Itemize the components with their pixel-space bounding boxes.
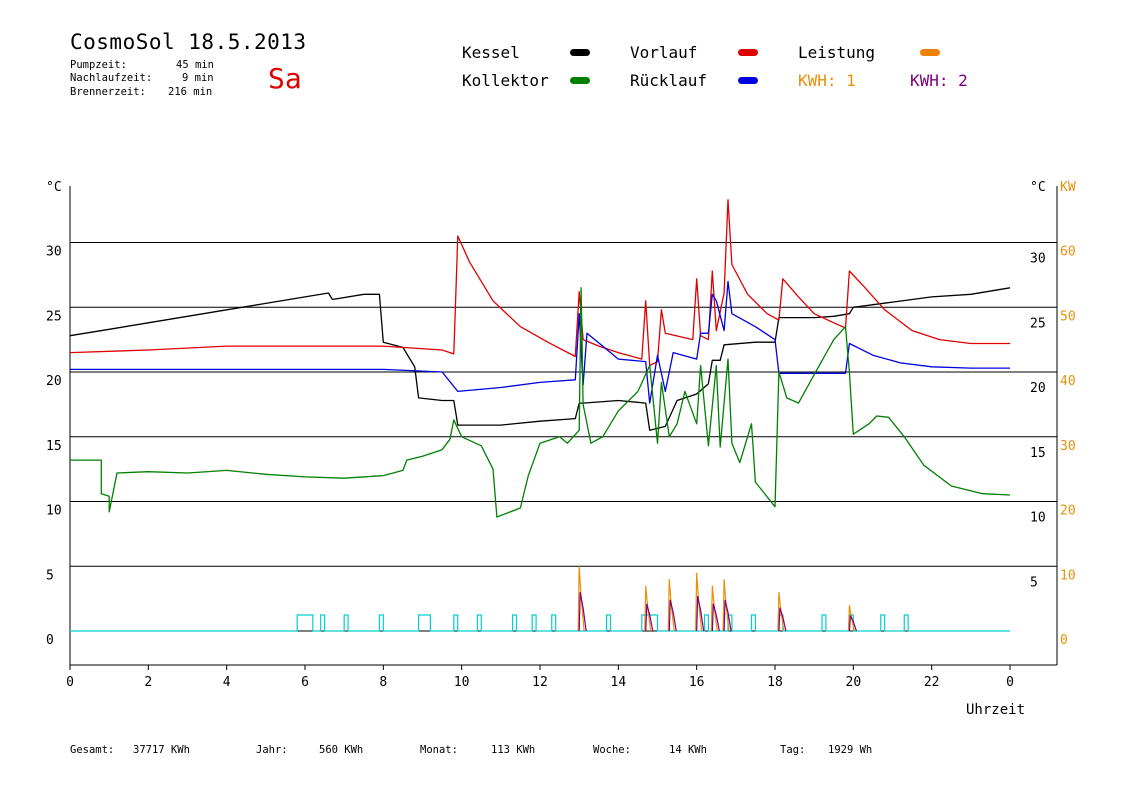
y-kw-tick-label: 60 (1060, 245, 1076, 260)
kwh2-spike (578, 592, 587, 632)
series-line-kollektor (70, 287, 1011, 518)
chart-tick-labels: 0 2 4 6 8 10 12 14 16 18 20 22 0 0 5 10 15 20 25 30 5 10 15 20 2… (46, 245, 1076, 691)
kwh2-spike (668, 599, 677, 632)
stat-brennerzeit-label: Brennerzeit: (70, 86, 146, 98)
y-kw-tick-label: 10 (1060, 568, 1076, 583)
kwh2-spike (848, 615, 857, 632)
x-tick-label: 16 (689, 675, 705, 690)
kwh2-spike (778, 607, 787, 632)
footer-monat-value: 113 KWh (491, 744, 536, 756)
y-right-tick-label: 10 (1030, 511, 1046, 526)
kwh1-spike (577, 566, 585, 632)
series-line-rcklauf (70, 280, 1010, 404)
x-tick-label: 6 (301, 675, 309, 690)
series-line-vorlauf (69, 199, 1010, 367)
legend-kollektor-label: Kollektor (462, 71, 549, 90)
legend-leistung-label: Leistung (798, 43, 876, 62)
stat-pumpzeit-label: Pumpzeit: (70, 59, 127, 71)
legend-ruecklauf-swatch (738, 77, 758, 84)
legend-vorlauf-label: Vorlauf (630, 43, 698, 62)
stat-brennerzeit-value: 216 min (168, 86, 213, 98)
kwh1-spike (847, 605, 856, 632)
kwh1-spike (722, 579, 730, 632)
x-tick-label: 12 (532, 675, 548, 690)
chart-axes (69, 186, 1058, 670)
stat-pumpzeit-value: 45 min (176, 59, 214, 71)
kwh-spikes (577, 566, 857, 632)
y-right-tick-label: 20 (1030, 381, 1046, 396)
kwh1-spike (777, 592, 785, 632)
y-kw-tick-label: 30 (1060, 439, 1076, 454)
y-left-tick-label: 10 (46, 504, 62, 519)
kwh1-spike (695, 572, 703, 632)
weekday-label: Sa (268, 62, 302, 95)
kwh2-spike (711, 603, 720, 632)
y-right-tick-label: 30 (1030, 252, 1046, 267)
series-line-kessel (69, 287, 1011, 431)
y-kw-unit: KW (1060, 180, 1076, 195)
footer-tag-label: Tag: (780, 744, 806, 756)
footer-jahr-label: Jahr: (256, 744, 288, 756)
x-tick-label: 18 (767, 675, 783, 690)
kwh2-spike (696, 595, 705, 632)
x-tick-label: 2 (144, 675, 152, 690)
y-left-tick-label: 30 (46, 245, 62, 260)
legend-kessel-label: Kessel (462, 43, 520, 62)
footer-jahr-value: 560 KWh (319, 744, 364, 756)
x-axis-label: Uhrzeit (966, 702, 1026, 718)
kwh2-spike (645, 603, 654, 632)
legend-kwh2-label: KWH: 2 (910, 71, 968, 90)
legend-ruecklauf-label: Rücklauf (630, 71, 708, 90)
footer-gesamt-value: 37717 KWh (133, 744, 190, 756)
x-tick-label: 8 (379, 675, 387, 690)
y-left-tick-label: 5 (46, 568, 54, 583)
y-kw-tick-label: 40 (1060, 374, 1076, 389)
legend-kollektor-swatch (570, 77, 590, 84)
y-left-tick-label: 15 (46, 439, 62, 454)
y-right-tick-label: 25 (1030, 316, 1046, 331)
y-left-unit: °C (46, 180, 62, 195)
y-right-tick-label: 15 (1030, 446, 1046, 461)
y-left-tick-label: 0 (46, 633, 54, 648)
stat-nachlaufzeit-value: 9 min (182, 72, 214, 84)
y-kw-tick-label: 0 (1060, 633, 1068, 648)
kwh1-spike (667, 579, 675, 632)
kwh1-spike (644, 585, 652, 632)
legend-kessel-swatch (570, 49, 590, 56)
footer-monat-label: Monat: (420, 744, 458, 756)
legend-vorlauf-swatch (738, 49, 758, 56)
pump-pulses (70, 614, 1010, 632)
page-title: CosmoSol 18.5.2013 (70, 30, 307, 54)
y-kw-tick-label: 20 (1060, 504, 1076, 519)
y-left-tick-label: 25 (46, 309, 62, 324)
kwh1-spike (710, 585, 718, 632)
y-left-tick-label: 20 (46, 374, 62, 389)
x-tick-label: 14 (611, 675, 627, 690)
x-tick-label: 0 (1006, 675, 1014, 690)
kwh2-spike (723, 599, 732, 632)
y-right-unit: °C (1030, 180, 1046, 195)
pump-pulse-line (70, 614, 1010, 632)
x-tick-label: 0 (66, 675, 74, 690)
x-tick-label: 4 (223, 675, 231, 690)
legend-leistung-swatch (920, 49, 940, 56)
y-right-tick-label: 5 (1030, 575, 1038, 590)
chart-grid (70, 242, 1057, 632)
legend-kwh1-label: KWH: 1 (798, 71, 856, 90)
x-tick-label: 10 (454, 675, 470, 690)
x-tick-label: 20 (846, 675, 862, 690)
series-lines (69, 199, 1011, 518)
footer-tag-value: 1929 Wh (828, 744, 873, 756)
footer-woche-label: Woche: (593, 744, 631, 756)
footer-gesamt-label: Gesamt: (70, 744, 115, 756)
footer-woche-value: 14 KWh (669, 744, 707, 756)
stat-nachlaufzeit-label: Nachlaufzeit: (70, 72, 153, 84)
x-tick-label: 22 (924, 675, 940, 690)
y-kw-tick-label: 50 (1060, 309, 1076, 324)
